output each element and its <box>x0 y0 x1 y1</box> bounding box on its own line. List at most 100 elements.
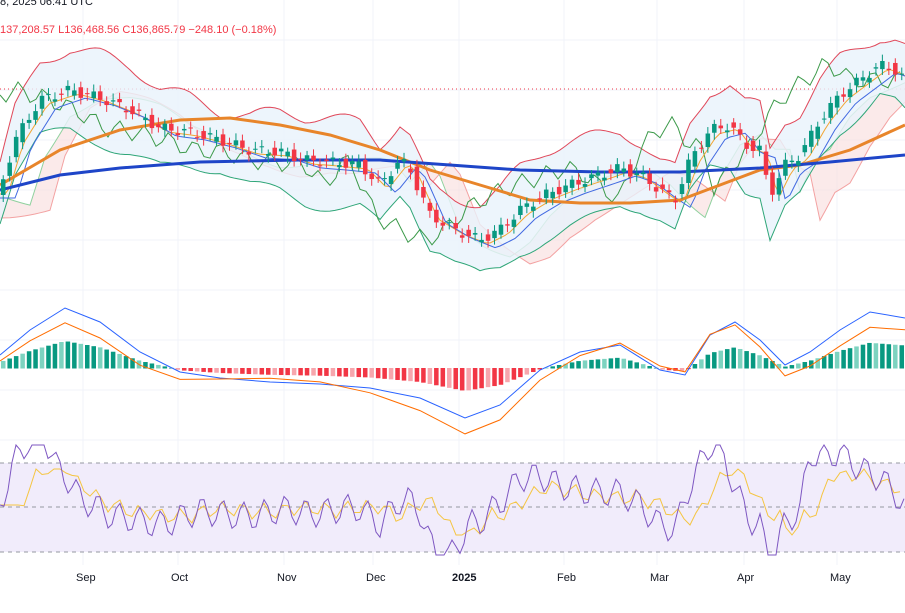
macd-line <box>0 307 905 419</box>
macd-histogram-bar <box>505 368 510 383</box>
macd-histogram-bar <box>511 368 517 380</box>
candle-body <box>207 133 213 135</box>
macd-histogram-bar <box>628 360 633 369</box>
macd-histogram-bar <box>362 368 368 378</box>
macd-histogram-bar <box>873 343 879 369</box>
macd-histogram-bar <box>828 353 833 369</box>
macd-histogram-bar <box>343 368 349 377</box>
candle-body <box>52 99 58 102</box>
candle-body <box>169 123 174 131</box>
candle-body <box>634 173 639 176</box>
macd-histogram-bar <box>595 359 601 369</box>
macd-histogram-bar <box>589 359 594 369</box>
candle-body <box>763 151 769 175</box>
macd-histogram-bar <box>123 356 129 369</box>
candle-body <box>362 159 368 175</box>
macd-histogram-bar <box>304 368 310 376</box>
macd-histogram-bar <box>246 368 252 375</box>
candle-body <box>440 222 446 226</box>
macd-histogram-bar <box>479 368 484 389</box>
candle-body <box>343 158 349 168</box>
candle-body <box>65 85 71 91</box>
macd-histogram-bar <box>382 368 387 379</box>
macd-histogram-bar <box>233 368 239 374</box>
candle-body <box>744 142 749 149</box>
candle-body <box>324 159 329 161</box>
rsi-ma-line <box>0 468 901 536</box>
chart-date-header: 8, 2025 06:41 UTC <box>0 0 93 8</box>
macd-histogram-bar <box>543 367 549 369</box>
x-label-may: May <box>830 572 851 584</box>
macd-histogram-bar <box>492 368 497 387</box>
candle-body <box>240 140 245 148</box>
macd-histogram-bar <box>524 368 530 375</box>
macd-histogram-bar <box>724 349 730 369</box>
candle-body <box>201 131 206 139</box>
macd-histogram-bar <box>518 368 523 378</box>
macd-histogram-bar <box>602 358 607 369</box>
candle-body <box>828 102 833 118</box>
macd-pane[interactable] <box>0 307 905 435</box>
macd-histogram-bar <box>421 368 426 383</box>
rsi-pane[interactable] <box>0 443 905 556</box>
macd-histogram-bar <box>582 360 588 369</box>
candle-body <box>705 133 711 147</box>
candle-body <box>39 95 45 109</box>
time-axis[interactable]: Sep Oct Nov Dec 2025 Feb Mar Apr May <box>76 572 851 584</box>
candle-body <box>459 235 465 238</box>
candle-body <box>304 155 310 160</box>
candle-body <box>498 224 504 235</box>
macd-histogram-bar <box>893 344 898 369</box>
macd-histogram-bar <box>110 351 116 369</box>
macd-histogram-bar <box>854 346 859 369</box>
price-pane[interactable] <box>0 39 905 272</box>
macd-histogram-bar <box>117 353 122 369</box>
candle-body <box>453 223 458 229</box>
candle-body <box>640 172 646 175</box>
macd-histogram-bar <box>776 363 782 369</box>
candle-body <box>72 90 77 96</box>
macd-histogram-bar <box>350 368 355 377</box>
macd-histogram-bar <box>615 357 620 369</box>
macd-histogram-bar <box>815 358 820 369</box>
candle-body <box>0 179 6 195</box>
candle-body <box>815 126 820 139</box>
candle-body <box>841 94 846 97</box>
macd-histogram-bar <box>886 344 892 369</box>
candle-body <box>317 165 323 167</box>
macd-histogram-bar <box>809 360 814 369</box>
macd-histogram-bar <box>395 368 400 380</box>
macd-histogram-bar <box>899 345 905 369</box>
macd-histogram-bar <box>97 347 103 369</box>
candle-body <box>149 114 155 129</box>
candle-body <box>796 161 801 166</box>
macd-histogram-bar <box>175 368 181 370</box>
candle-body <box>421 186 426 198</box>
candle-body <box>78 87 84 98</box>
macd-histogram-bar <box>434 368 439 386</box>
candle-body <box>556 186 562 195</box>
candle-body <box>427 202 433 211</box>
candle-body <box>130 106 135 115</box>
candle-body <box>783 159 788 176</box>
candle-body <box>259 146 265 148</box>
candle-body <box>388 176 394 185</box>
candle-body <box>712 123 717 133</box>
macd-histogram-bar <box>802 362 808 369</box>
candle-body <box>608 169 614 174</box>
candle-body <box>13 136 19 158</box>
ohlc-readout: 137,208.57 L136,468.56 C136,865.79 −248.… <box>0 24 277 36</box>
candle-body <box>85 93 90 95</box>
macd-histogram-bar <box>466 368 471 391</box>
candle-body <box>278 148 284 152</box>
macd-histogram-bar <box>356 368 362 378</box>
macd-histogram-bar <box>705 354 711 369</box>
candle-body <box>615 164 620 172</box>
candle-body <box>724 130 730 133</box>
macd-histogram-bar <box>447 368 452 388</box>
candle-body <box>46 94 51 96</box>
candle-body <box>375 177 381 179</box>
candle-body <box>181 128 187 131</box>
candle-body <box>679 184 685 195</box>
